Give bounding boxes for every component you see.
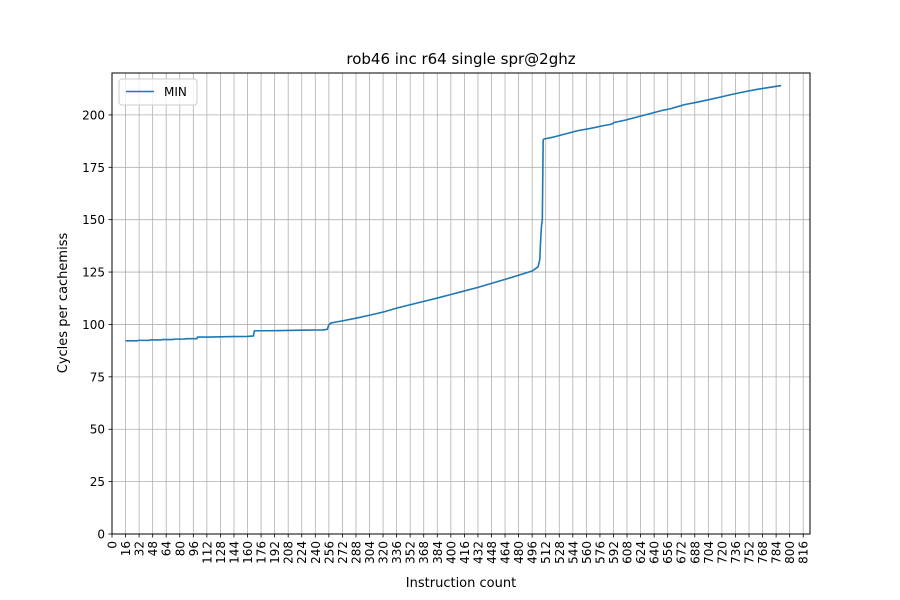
y-tick-label: 150 bbox=[82, 213, 105, 227]
x-axis: 0 16 32 48 64 80 96 112 128 144 160 176 192 208 224 240… bbox=[106, 534, 811, 564]
legend: MIN bbox=[118, 78, 198, 106]
x-tick-label: 144 bbox=[227, 541, 241, 564]
x-tick-label: 384 bbox=[431, 541, 445, 564]
y-tick-label: 0 bbox=[97, 528, 105, 542]
legend-box bbox=[118, 78, 198, 106]
x-tick-label: 528 bbox=[553, 541, 567, 564]
x-tick-label: 304 bbox=[363, 541, 377, 564]
series-layer bbox=[125, 84, 782, 342]
chart-title: rob46 inc r64 single spr@2ghz bbox=[346, 50, 575, 68]
legend-label-min: MIN bbox=[164, 85, 187, 99]
x-tick-label: 288 bbox=[349, 541, 363, 564]
x-tick-label: 320 bbox=[377, 541, 391, 564]
x-tick-label: 784 bbox=[770, 541, 784, 564]
x-tick-label: 368 bbox=[417, 541, 431, 564]
x-tick-label: 400 bbox=[444, 541, 458, 564]
x-tick-label: 416 bbox=[458, 541, 472, 564]
gridlines bbox=[111, 73, 810, 535]
x-tick-label: 0 bbox=[106, 541, 120, 549]
y-tick-label: 200 bbox=[82, 108, 105, 122]
x-tick-label: 192 bbox=[268, 541, 282, 564]
x-tick-label: 768 bbox=[756, 541, 770, 564]
x-tick-label: 544 bbox=[566, 541, 580, 564]
x-tick-label: 688 bbox=[688, 541, 702, 564]
x-tick-label: 16 bbox=[119, 541, 133, 556]
x-tick-label: 576 bbox=[593, 541, 607, 564]
y-tick-label: 175 bbox=[82, 161, 105, 175]
x-tick-label: 816 bbox=[797, 541, 811, 564]
x-tick-label: 608 bbox=[621, 541, 635, 564]
x-tick-label: 96 bbox=[187, 541, 201, 556]
series-line-min bbox=[125, 84, 782, 342]
x-tick-label: 800 bbox=[783, 541, 797, 564]
x-tick-label: 464 bbox=[499, 541, 513, 564]
x-tick-label: 512 bbox=[539, 541, 553, 564]
x-tick-label: 48 bbox=[146, 541, 160, 556]
x-tick-label: 352 bbox=[404, 541, 418, 564]
x-tick-label: 752 bbox=[743, 541, 757, 564]
x-tick-label: 32 bbox=[133, 541, 147, 556]
x-tick-label: 208 bbox=[282, 541, 296, 564]
x-tick-label: 592 bbox=[607, 541, 621, 564]
x-axis-label: Instruction count bbox=[406, 576, 516, 591]
x-tick-label: 272 bbox=[336, 541, 350, 564]
x-tick-label: 640 bbox=[648, 541, 662, 564]
y-tick-label: 100 bbox=[82, 318, 105, 332]
y-axis: 0 25 50 75 100 125 150 175 200 bbox=[82, 108, 112, 542]
y-tick-label: 125 bbox=[82, 266, 105, 280]
x-tick-label: 240 bbox=[309, 541, 323, 564]
x-tick-label: 256 bbox=[322, 541, 336, 564]
x-tick-label: 560 bbox=[580, 541, 594, 564]
x-tick-label: 112 bbox=[200, 541, 214, 564]
x-tick-label: 704 bbox=[702, 541, 716, 564]
x-tick-label: 448 bbox=[485, 541, 499, 564]
x-tick-label: 672 bbox=[675, 541, 689, 564]
x-tick-label: 336 bbox=[390, 541, 404, 564]
y-tick-label: 50 bbox=[90, 423, 105, 437]
y-tick-label: 75 bbox=[90, 370, 105, 384]
x-tick-label: 736 bbox=[729, 541, 743, 564]
x-tick-label: 80 bbox=[173, 541, 187, 556]
x-tick-label: 720 bbox=[715, 541, 729, 564]
x-tick-label: 624 bbox=[634, 541, 648, 564]
x-tick-label: 176 bbox=[255, 541, 269, 564]
x-tick-label: 496 bbox=[526, 541, 540, 564]
plot-frame bbox=[111, 72, 811, 535]
x-tick-label: 160 bbox=[241, 541, 255, 564]
x-tick-label: 224 bbox=[295, 541, 309, 564]
x-tick-label: 128 bbox=[214, 541, 228, 564]
x-tick-label: 656 bbox=[661, 541, 675, 564]
x-tick-label: 480 bbox=[512, 541, 526, 564]
y-axis-label: Cycles per cachemiss bbox=[56, 233, 71, 374]
x-tick-label: 64 bbox=[160, 541, 174, 556]
y-tick-label: 25 bbox=[90, 475, 105, 489]
x-tick-label: 432 bbox=[471, 541, 485, 564]
